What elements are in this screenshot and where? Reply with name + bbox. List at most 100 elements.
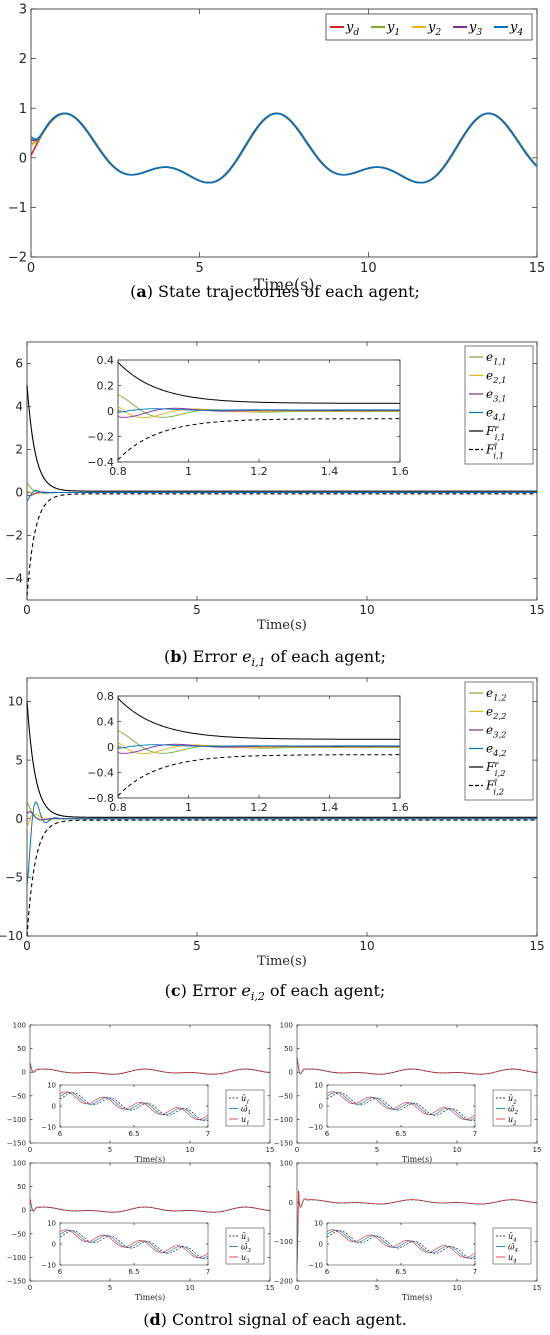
plot-frame <box>326 1222 476 1266</box>
inset-error-e_1,2 <box>117 730 400 754</box>
x-tick-label: 1.6 <box>391 801 409 814</box>
legend-label: e2,1 <box>486 369 506 386</box>
y-tick-label: −10 <box>0 929 23 943</box>
caption-paren: ) <box>181 981 187 1000</box>
legend-symbol: y <box>386 20 395 35</box>
y-tick-label: −50 <box>11 1230 26 1238</box>
x-tick-label: 7 <box>473 1268 477 1276</box>
y-tick-label: 50 <box>17 1183 26 1191</box>
legend-symbol: e <box>486 406 493 420</box>
legend-symbol: e <box>486 723 493 737</box>
inset-error-e_2,1 <box>117 406 400 419</box>
legend-label: y2 <box>427 20 441 38</box>
y-tick-label: −150 <box>7 1277 26 1285</box>
y-tick-label: 0 <box>107 405 114 418</box>
caption-paren: ( <box>143 1310 149 1329</box>
x-tick-label: 15 <box>529 603 544 617</box>
legend: e1,1e2,1e3,1e4,1Fr i,1Fl i,1 <box>464 345 534 465</box>
caption-text: Error <box>188 647 242 666</box>
legend-sub: 1,2 <box>493 693 506 703</box>
legend-sub: 4,1 <box>492 412 506 422</box>
caption: (a) State trajectories of each agent; <box>130 282 420 301</box>
inset-signal-u_3 <box>59 1229 209 1258</box>
legend-label: ω̂2 <box>508 1105 519 1116</box>
legend: ū2ω̂2u2 <box>492 1089 532 1126</box>
caption-text: State trajectories of each agent; <box>153 282 420 301</box>
x-tick-label: 6 <box>58 1268 63 1276</box>
y-tick-label: −10 <box>308 1123 323 1131</box>
legend-symbol: ω̂ <box>508 1243 515 1252</box>
caption-letter: a <box>136 282 146 301</box>
legend: ū3ω̂ 3u3 <box>225 1227 265 1264</box>
signal-u_4 <box>296 1190 538 1273</box>
legend-symbol: u <box>508 1253 513 1262</box>
y-tick-label: 0 <box>19 151 27 166</box>
caption: (c) Error ei,2 of each agent; <box>165 981 386 1003</box>
legend-sub: 1 <box>246 1120 250 1126</box>
x-tick-label: 6.5 <box>395 1130 406 1138</box>
y-tick-label: 100 <box>280 1021 293 1029</box>
inset-error-e_2,2 <box>117 742 400 755</box>
caption-paren: ) <box>181 647 187 666</box>
y-tick-label: −0.4 <box>87 456 114 469</box>
x-tick-label: 15 <box>533 1146 542 1154</box>
legend-sub: 2 <box>512 1099 517 1105</box>
legend-label: e3,1 <box>486 387 506 404</box>
x-tick-label: 10 <box>359 939 374 953</box>
caption-paren: ( <box>164 647 170 666</box>
inset-bound-F^r_i,2 <box>117 697 400 740</box>
legend-label: ū3 <box>241 1232 250 1243</box>
y-tick-label: 10 <box>47 1081 56 1089</box>
legend-box <box>464 681 534 801</box>
x-tick-label: 10 <box>453 1146 462 1154</box>
caption-letter: c <box>171 981 181 1000</box>
y-tick-label: −150 <box>7 1139 26 1147</box>
x-axis-label: Time(s) <box>253 275 314 294</box>
legend-label: ū2 <box>508 1094 517 1105</box>
y-tick-label: 0.2 <box>97 379 115 392</box>
legend-symbol: y <box>509 20 518 35</box>
legend-symbol: y <box>345 20 354 35</box>
inset: 6 6.5 7 −10 0 10 <box>308 1219 477 1276</box>
x-tick-label: 10 <box>186 1146 195 1154</box>
legend-label: u3 <box>241 1253 250 1264</box>
legend-sub: 3 <box>246 1258 250 1264</box>
caption-text: of each agent; <box>266 647 386 666</box>
legend-symbol: ω̂ <box>241 1243 248 1252</box>
x-tick-label: 5 <box>375 1146 379 1154</box>
y-tick-label: −200 <box>274 1277 293 1285</box>
legend-label: y4 <box>509 20 523 38</box>
legend-sub: 1 <box>394 28 400 38</box>
x-tick-label: 0 <box>28 1284 32 1292</box>
legend-sub: i,2 <box>493 786 504 796</box>
signal-u_2 <box>296 1056 538 1075</box>
inset-error-e_4,1 <box>117 408 400 413</box>
legend-label: Fl i,2 <box>485 777 504 796</box>
legend-box <box>464 345 534 465</box>
caption-letter: d <box>149 1310 160 1329</box>
legend-symbol: F <box>485 424 495 438</box>
legend-sub: 1,1 <box>493 357 506 367</box>
y-tick-label: 0 <box>22 1069 26 1077</box>
y-tick-label: 0 <box>289 1199 293 1207</box>
inset-bound-F^r_i,1 <box>117 361 400 404</box>
y-tick-label: 10 <box>8 695 23 709</box>
x-axis-label: Time(s) <box>135 1293 166 1302</box>
legend-sub: d <box>353 28 359 38</box>
legend-symbol: e <box>486 705 493 719</box>
caption-sub: i,1 <box>252 656 266 669</box>
x-tick-label: 5 <box>193 939 201 953</box>
x-tick-label: 0.8 <box>109 801 127 814</box>
legend-symbol: ū <box>241 1094 246 1103</box>
x-tick-label: 15 <box>266 1146 275 1154</box>
y-tick-label: −10 <box>308 1261 323 1269</box>
y-tick-label: 0 <box>22 1207 26 1215</box>
inset: 0.8 1 1.2 1.4 1.6 −0.8 −0.4 0 0.4 0.8 <box>87 690 408 814</box>
x-tick-label: 0.8 <box>109 465 127 478</box>
legend: yd y1 y2 y3 y4 <box>325 13 533 41</box>
x-tick-label: 0 <box>23 603 31 617</box>
bound-line-F^r_i,2 <box>26 701 537 818</box>
legend-sub: 1 <box>248 1110 252 1116</box>
